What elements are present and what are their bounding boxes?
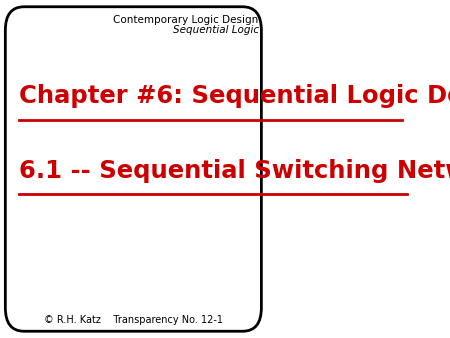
Text: © R.H. Katz    Transparency No. 12-1: © R.H. Katz Transparency No. 12-1: [44, 315, 223, 325]
FancyBboxPatch shape: [5, 7, 261, 331]
Text: Sequential Logic: Sequential Logic: [173, 25, 259, 35]
Text: 6.1 -- Sequential Switching Networks: 6.1 -- Sequential Switching Networks: [18, 159, 450, 183]
Text: Contemporary Logic Design: Contemporary Logic Design: [113, 15, 259, 25]
Text: Chapter #6: Sequential Logic Design: Chapter #6: Sequential Logic Design: [18, 84, 450, 108]
